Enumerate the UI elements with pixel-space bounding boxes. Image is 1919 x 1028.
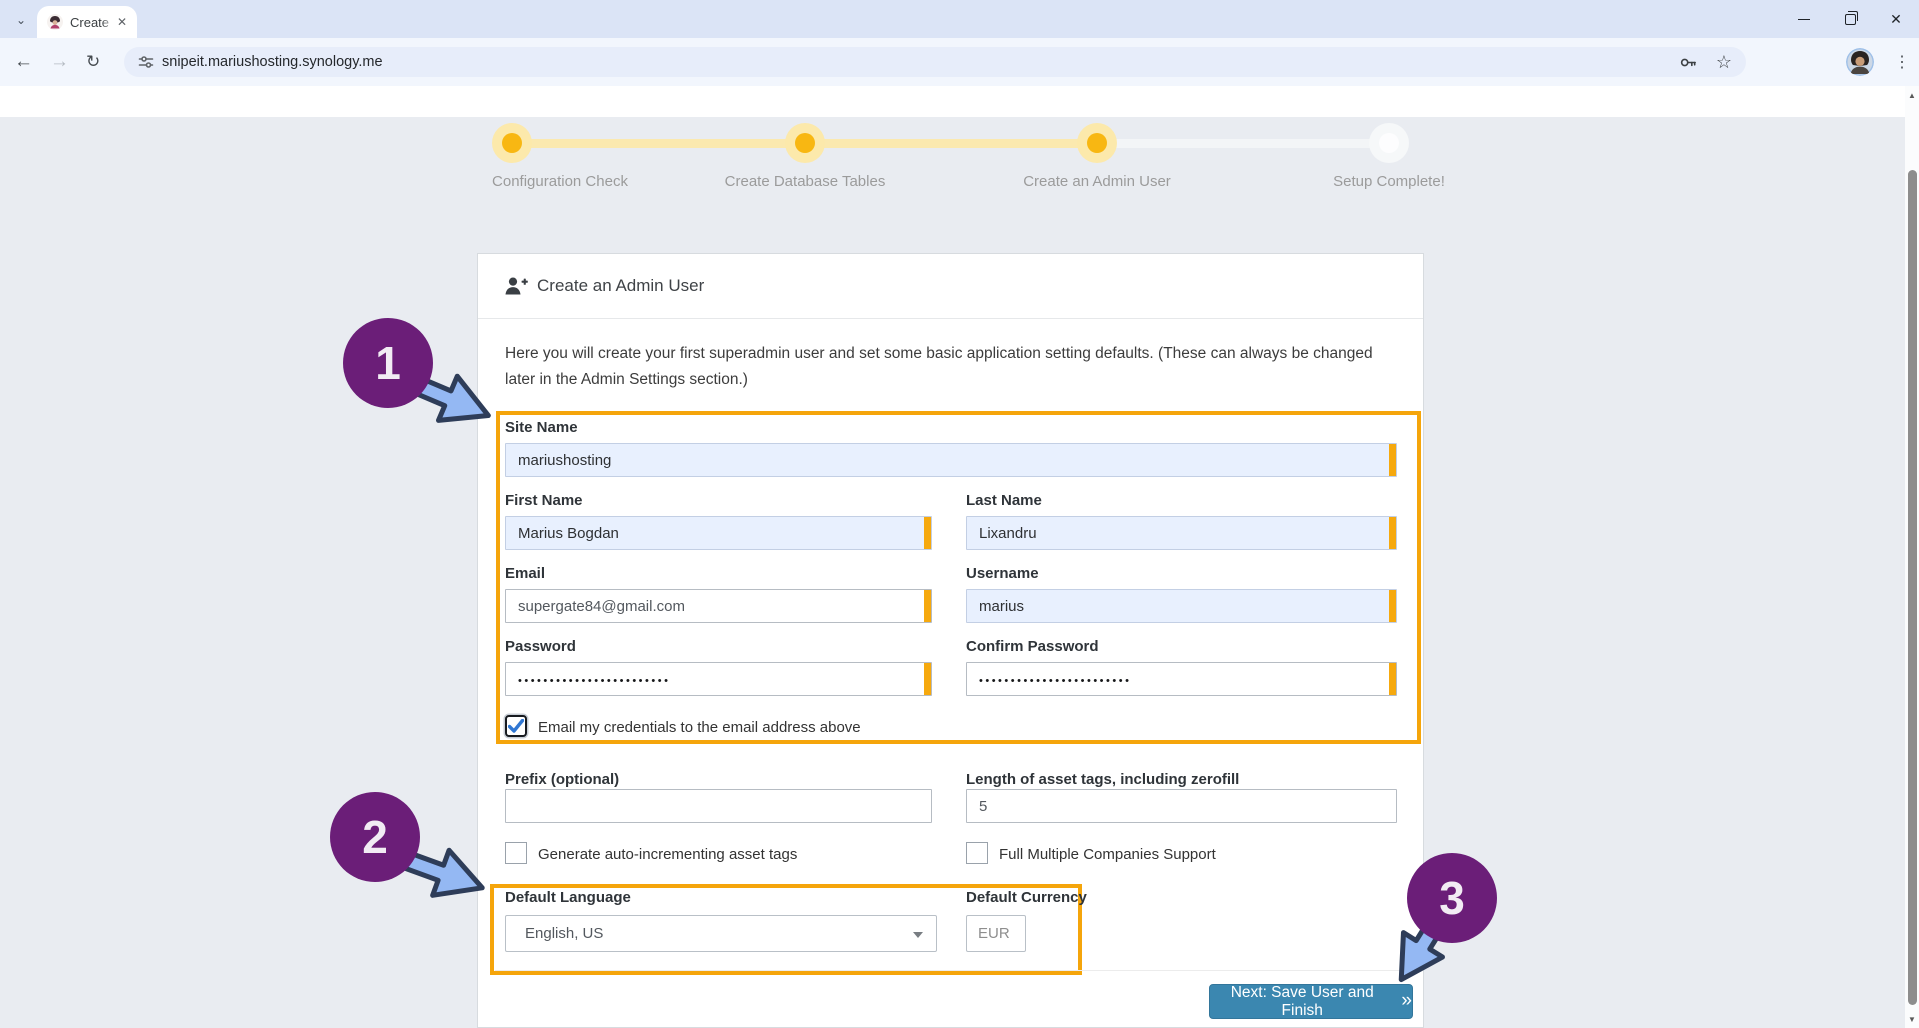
user-plus-icon <box>505 277 528 295</box>
step-dot-configuration-check <box>492 123 532 163</box>
tab-title: Create <box>70 14 110 30</box>
scroll-up-icon[interactable]: ▲ <box>1908 90 1916 100</box>
confirm-password-label: Confirm Password <box>966 638 1099 655</box>
prefix-input[interactable] <box>505 789 932 823</box>
step-dot-create-database-tables <box>785 123 825 163</box>
minimize-icon <box>1798 18 1810 20</box>
chevron-down-icon <box>913 932 923 938</box>
checkmark-icon <box>508 719 524 733</box>
site-name-label: Site Name <box>505 419 578 436</box>
tab-strip: ⌄ Create ✕ ✕ <box>0 0 1919 38</box>
scrollbar-thumb[interactable] <box>1907 170 1917 1005</box>
password-label: Password <box>505 638 576 655</box>
next-save-user-finish-button[interactable]: Next: Save User and Finish » <box>1209 984 1413 1019</box>
window-controls: ✕ <box>1781 0 1919 38</box>
window-minimize-button[interactable] <box>1781 0 1827 38</box>
default-currency-label: Default Currency <box>966 889 1087 906</box>
stepper-connector-pending <box>1097 139 1389 148</box>
default-currency-input[interactable] <box>966 915 1026 952</box>
scroll-down-icon[interactable]: ▼ <box>1908 1014 1916 1024</box>
step-dot-create-admin-user <box>1077 123 1117 163</box>
username-label: Username <box>966 565 1039 582</box>
email-label: Email <box>505 565 546 582</box>
auto-increment-label: Generate auto-incrementing asset tags <box>538 846 798 863</box>
confirm-password-input[interactable] <box>966 662 1397 696</box>
multi-company-checkbox[interactable] <box>966 842 988 864</box>
restore-icon <box>1844 10 1858 25</box>
annotation-badge-1: 1 <box>343 318 433 408</box>
annotation-badge-2: 2 <box>330 792 420 882</box>
step-label-configuration-check: Configuration Check <box>492 173 628 190</box>
last-name-input[interactable] <box>966 516 1397 550</box>
step-dot-setup-complete <box>1369 123 1409 163</box>
password-key-icon[interactable] <box>1679 53 1698 72</box>
email-credentials-checkbox[interactable] <box>505 715 527 737</box>
browser-menu-icon[interactable]: ⋮ <box>1894 54 1910 71</box>
reload-icon[interactable]: ↻ <box>86 52 101 71</box>
default-language-select[interactable]: English, US <box>505 915 937 952</box>
browser-tab[interactable]: Create ✕ <box>37 6 137 38</box>
email-input[interactable] <box>505 589 932 623</box>
password-input[interactable] <box>505 662 932 696</box>
annotation-badge-3: 3 <box>1407 853 1497 943</box>
window-restore-button[interactable] <box>1827 0 1873 38</box>
tab-close-icon[interactable]: ✕ <box>116 15 127 29</box>
prefix-label: Prefix (optional) <box>505 771 620 788</box>
first-name-input[interactable] <box>505 516 932 550</box>
asset-tag-length-input[interactable] <box>966 789 1397 823</box>
page-scrollbar[interactable]: ▲ ▼ <box>1905 86 1919 1028</box>
last-name-label: Last Name <box>966 492 1042 509</box>
multi-company-label: Full Multiple Companies Support <box>999 846 1216 863</box>
default-language-value: English, US <box>525 925 604 942</box>
username-input[interactable] <box>966 589 1397 623</box>
create-admin-user-card: Create an Admin User <box>477 253 1424 1028</box>
next-button-label: Next: Save User and Finish <box>1230 983 1374 1019</box>
url-text: snipeit.mariushosting.synology.me <box>162 54 383 70</box>
site-favicon-icon <box>47 14 63 30</box>
asset-tag-length-label: Length of asset tags, including zerofill <box>966 771 1240 788</box>
card-title: Create an Admin User <box>537 276 705 295</box>
card-header: Create an Admin User <box>478 254 1423 319</box>
back-icon[interactable]: ← <box>14 51 33 72</box>
browser-toolbar: ← → ↻ snipeit.mariushosting.synology.me … <box>0 38 1919 86</box>
url-bar[interactable]: snipeit.mariushosting.synology.me ☆ <box>124 47 1746 77</box>
intro-text: Here you will create your first superadm… <box>505 345 1373 388</box>
page-top-strip <box>0 86 1905 117</box>
auto-increment-checkbox[interactable] <box>505 842 527 864</box>
double-chevron-right-icon: » <box>1401 990 1412 1011</box>
email-credentials-label: Email my credentials to the email addres… <box>538 719 861 736</box>
bookmark-star-icon[interactable]: ☆ <box>1715 51 1732 72</box>
forward-icon[interactable]: → <box>50 51 69 72</box>
tab-search-chevron-icon[interactable]: ⌄ <box>15 13 27 27</box>
site-settings-tune-icon[interactable] <box>138 54 154 70</box>
step-label-create-admin-user: Create an Admin User <box>1023 173 1171 190</box>
window-close-button[interactable]: ✕ <box>1890 10 1902 27</box>
step-label-setup-complete: Setup Complete! <box>1333 173 1445 190</box>
profile-avatar[interactable] <box>1846 48 1874 76</box>
card-footer-divider <box>495 970 1407 971</box>
step-label-create-database-tables: Create Database Tables <box>724 173 886 190</box>
first-name-label: First Name <box>505 492 583 509</box>
default-language-label: Default Language <box>505 889 631 906</box>
site-name-input[interactable] <box>505 443 1397 477</box>
